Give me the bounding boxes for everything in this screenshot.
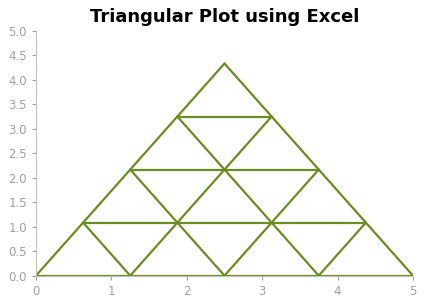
Title: Triangular Plot using Excel: Triangular Plot using Excel [90,8,359,26]
